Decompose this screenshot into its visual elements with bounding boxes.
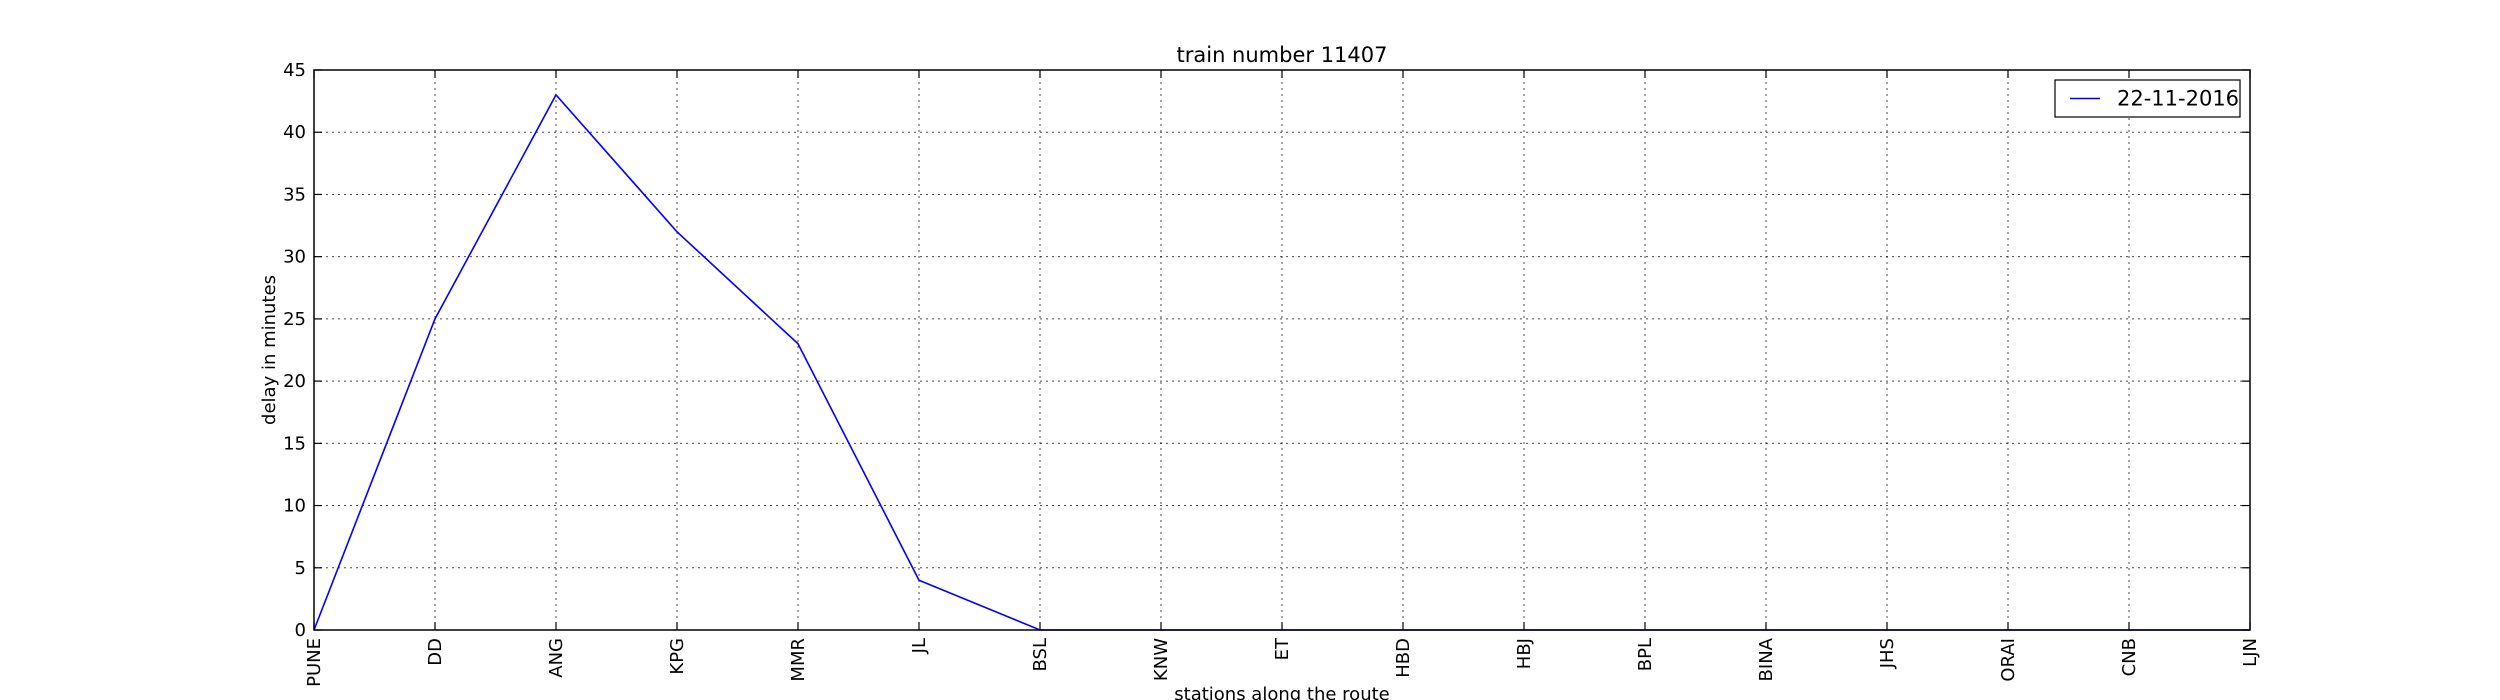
series-line — [313, 93, 2250, 631]
x-tick-label: CNB — [2119, 638, 2140, 676]
x-tick-label: KNW — [1151, 638, 1172, 681]
y-tick-label: 20 — [283, 371, 306, 392]
legend-label: 22-11-2016 — [2117, 87, 2239, 111]
x-tick-label: JHS — [1877, 638, 1898, 669]
x-axis-title: stations along the route — [1174, 684, 1389, 700]
y-tick-label: 30 — [283, 247, 306, 268]
y-tick-label: 40 — [283, 122, 306, 143]
chart-title: train number 11407 — [1177, 43, 1388, 67]
y-tick-label: 45 — [283, 60, 306, 81]
x-tick-label: HBD — [1393, 638, 1414, 678]
x-tick-label: BINA — [1756, 637, 1777, 681]
x-tick-label: ET — [1272, 637, 1293, 660]
legend: 22-11-2016 — [2054, 79, 2241, 118]
x-tick-label: PUNE — [304, 638, 325, 687]
axis-ticks: 0 5 10 15 20 25 30 35 40 45 PUNE DD ANG KPG MMR JL BSL KN… — [283, 60, 2261, 687]
x-tick-label: MMR — [788, 638, 809, 682]
x-tick-label: KPG — [667, 638, 688, 675]
x-tick-label: BPL — [1635, 638, 1656, 671]
y-tick-label: 0 — [295, 620, 306, 641]
y-tick-label: 15 — [283, 433, 306, 454]
x-tick-label: ANG — [546, 638, 567, 678]
x-tick-label: JL — [909, 638, 930, 654]
x-tick-label: LJN — [2240, 638, 2261, 667]
x-tick-label: DD — [425, 638, 446, 666]
grid-lines — [314, 70, 2250, 630]
y-axis-title: delay in minutes — [259, 275, 280, 425]
y-tick-label: 35 — [283, 184, 306, 205]
x-tick-label: ORAI — [1998, 638, 2019, 682]
y-tick-label: 25 — [283, 309, 306, 330]
x-tick-label: HBJ — [1514, 638, 1535, 669]
x-tick-label: BSL — [1030, 638, 1051, 672]
y-tick-label: 5 — [295, 558, 306, 579]
y-tick-label: 10 — [283, 496, 306, 517]
